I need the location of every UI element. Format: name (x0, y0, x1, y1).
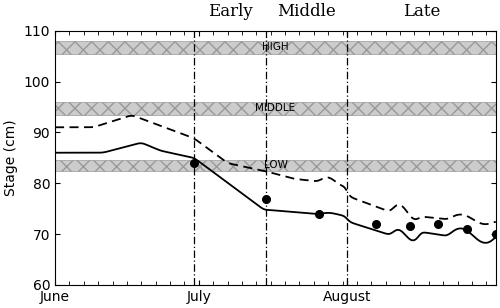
Text: Early: Early (208, 3, 252, 20)
Bar (55, 41, 496, 54)
Bar (55, 160, 496, 171)
Text: Middle: Middle (277, 3, 336, 20)
Text: HIGH: HIGH (262, 42, 289, 52)
Text: MIDDLE: MIDDLE (256, 103, 296, 113)
Bar (55, 102, 496, 115)
Text: LOW: LOW (264, 160, 287, 170)
Text: Late: Late (403, 3, 440, 20)
Y-axis label: Stage (cm): Stage (cm) (4, 120, 18, 196)
